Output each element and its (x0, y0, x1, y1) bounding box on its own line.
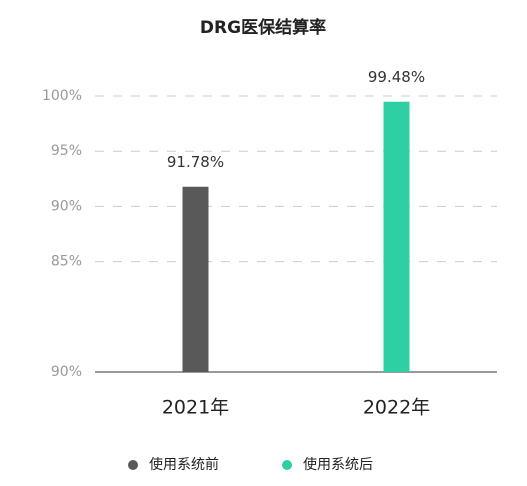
legend-marker (282, 460, 292, 470)
x-tick-label: 2021年 (162, 397, 229, 419)
bar (182, 186, 209, 372)
value-label: 99.48% (368, 68, 425, 86)
x-tick-label: 2022年 (363, 397, 430, 419)
legend-label: 使用系统前 (149, 456, 219, 473)
y-tick-label: 85% (51, 254, 82, 270)
legend-marker (128, 460, 138, 470)
chart-title: DRG医保结算率 (200, 17, 326, 38)
y-tick-label: 90% (51, 198, 82, 214)
y-tick-label: 90% (51, 364, 82, 380)
bar (383, 101, 410, 373)
y-tick-label: 100% (42, 88, 82, 104)
value-label: 91.78% (167, 153, 224, 171)
legend-label: 使用系统后 (303, 456, 373, 473)
y-tick-label: 95% (51, 143, 82, 159)
